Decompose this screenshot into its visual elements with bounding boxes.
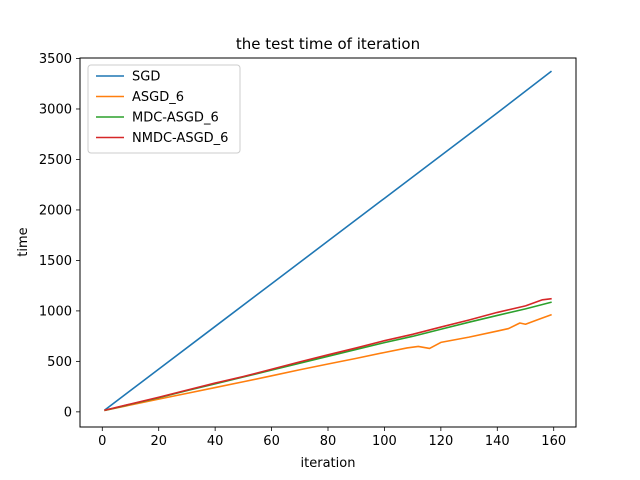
plot-area (103, 70, 553, 412)
x-tick-label: 60 (263, 434, 280, 449)
y-tick-label: 0 (64, 405, 72, 420)
legend-label: NMDC-ASGD_6 (132, 131, 228, 146)
y-axis-label: time (16, 227, 31, 256)
chart-title: the test time of iteration (236, 35, 420, 53)
y-tick-label: 2000 (39, 203, 72, 218)
y-tick-label: 3000 (39, 102, 72, 117)
y-tick-label: 2500 (39, 153, 72, 168)
y-tick-label: 3500 (39, 52, 72, 67)
y-tick-label: 500 (47, 355, 72, 370)
x-tick-label: 100 (372, 434, 397, 449)
x-tick-label: 0 (98, 434, 106, 449)
legend-label: ASGD_6 (132, 90, 184, 105)
x-tick-label: 140 (485, 434, 510, 449)
y-axis: 0 500 1000 1500 2000 2500 3000 3500 (39, 52, 80, 420)
legend-label: SGD (132, 70, 160, 85)
x-tick-label: 80 (320, 434, 337, 449)
x-axis-label: iteration (301, 456, 356, 471)
x-tick-label: 120 (428, 434, 453, 449)
y-tick-label: 1000 (39, 304, 72, 319)
series-line-3 (104, 297, 552, 412)
legend-label: MDC-ASGD_6 (132, 111, 219, 126)
series-line-1 (104, 313, 552, 412)
x-tick-label: 40 (207, 434, 224, 449)
x-tick-label: 20 (150, 434, 167, 449)
x-axis: 0 20 40 60 80 100 120 140 160 (98, 427, 566, 449)
legend: SGD ASGD_6 MDC-ASGD_6 NMDC-ASGD_6 (87, 64, 241, 154)
x-tick-label: 160 (541, 434, 566, 449)
series-line-0 (103, 70, 553, 411)
legend-box (87, 64, 241, 154)
y-tick-label: 1500 (39, 254, 72, 269)
